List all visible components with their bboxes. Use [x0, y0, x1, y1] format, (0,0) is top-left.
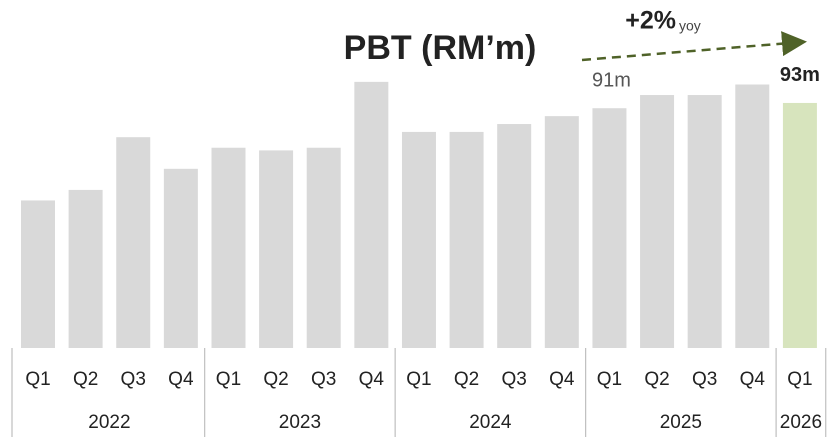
group-label: 2026 — [780, 412, 822, 433]
bar — [211, 147, 246, 348]
bar — [401, 131, 436, 348]
bar — [163, 168, 198, 348]
x-tick-label: Q4 — [359, 369, 385, 390]
bar — [687, 95, 722, 348]
annotation-unit: yoy — [679, 18, 701, 34]
bar — [497, 124, 532, 349]
trend-arrow — [581, 31, 807, 62]
chart-title: PBT (RM’m) — [344, 29, 537, 67]
x-tick-label: Q2 — [263, 369, 288, 390]
x-tick-label: Q1 — [597, 369, 622, 390]
x-tick-label: Q2 — [73, 369, 98, 390]
x-tick-label: Q2 — [454, 369, 479, 390]
annotation-change: +2% — [625, 7, 676, 35]
x-tick-label: Q4 — [549, 369, 575, 390]
bar — [259, 150, 294, 348]
bar — [354, 81, 389, 349]
bar — [640, 95, 675, 348]
x-tick-label: Q3 — [311, 369, 336, 390]
x-tick-label: Q4 — [740, 369, 766, 390]
bar — [449, 131, 484, 348]
x-tick-label: Q1 — [216, 369, 241, 390]
x-tick-label: Q1 — [406, 369, 431, 390]
group-label: 2025 — [660, 412, 702, 433]
group-label: 2024 — [469, 412, 512, 433]
x-tick-label: Q4 — [168, 369, 194, 390]
bar — [306, 147, 341, 348]
bar — [116, 137, 151, 348]
value-label: 91m — [592, 69, 631, 91]
group-label: 2022 — [88, 412, 130, 433]
bar — [735, 84, 770, 348]
group-label: 2023 — [279, 412, 321, 433]
x-tick-label: Q1 — [787, 369, 812, 390]
bar — [21, 200, 55, 348]
x-tick-label: Q1 — [25, 369, 50, 390]
bar — [544, 116, 579, 349]
value-label: 93m — [780, 64, 820, 86]
bar — [68, 189, 103, 348]
x-tick-label: Q3 — [502, 369, 527, 390]
x-tick-label: Q3 — [121, 369, 146, 390]
bar — [782, 102, 817, 348]
x-tick-label: Q2 — [644, 369, 669, 390]
x-tick-label: Q3 — [692, 369, 717, 390]
bar — [592, 108, 627, 348]
